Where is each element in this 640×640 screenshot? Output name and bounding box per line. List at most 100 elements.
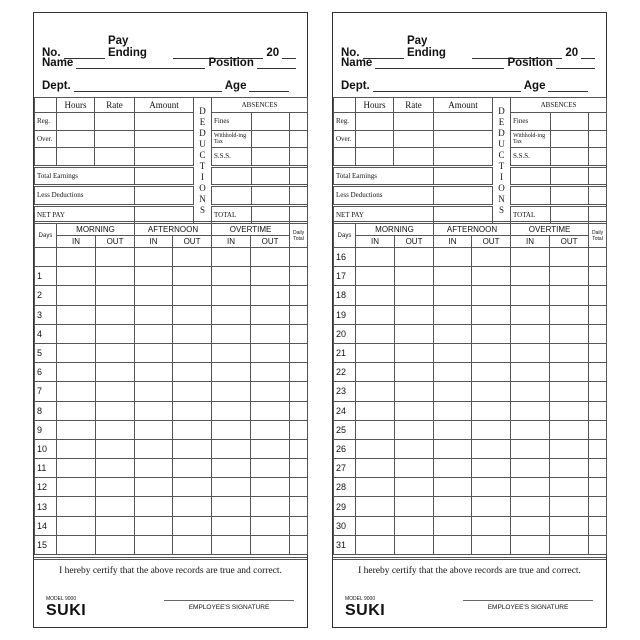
afternoon-in-cell[interactable]	[433, 515, 473, 536]
afternoon-out-cell[interactable]	[172, 477, 213, 498]
afternoon-out-cell[interactable]	[172, 304, 213, 325]
reg-hours[interactable]	[355, 112, 394, 131]
overtime-in-cell[interactable]	[211, 246, 252, 268]
afternoon-in-cell[interactable]	[433, 342, 473, 364]
fines-extra[interactable]	[288, 112, 309, 131]
overtime-in-cell[interactable]	[510, 304, 551, 325]
daily-total-cell[interactable]	[588, 342, 608, 364]
overtime-out-cell[interactable]	[250, 438, 291, 460]
deduction-cell[interactable]	[211, 164, 252, 186]
overtime-in-cell[interactable]	[211, 458, 252, 479]
overtime-in-cell[interactable]	[211, 496, 252, 517]
fines-extra[interactable]	[587, 112, 608, 131]
morning-in-cell[interactable]	[56, 342, 96, 364]
morning-out-cell[interactable]	[94, 458, 136, 479]
morning-out-cell[interactable]	[393, 477, 435, 498]
morning-in-cell[interactable]	[56, 362, 96, 383]
daily-total-cell[interactable]	[289, 400, 309, 421]
position-field[interactable]	[555, 58, 595, 69]
morning-in-cell[interactable]	[355, 246, 395, 268]
afternoon-out-cell[interactable]	[471, 534, 512, 556]
deduction-cell[interactable]	[510, 164, 551, 186]
afternoon-in-cell[interactable]	[134, 323, 174, 344]
afternoon-out-cell[interactable]	[172, 496, 213, 517]
sss-extra[interactable]	[288, 147, 309, 167]
overtime-in-cell[interactable]	[510, 266, 551, 287]
overtime-in-cell[interactable]	[510, 458, 551, 479]
afternoon-out-cell[interactable]	[172, 362, 213, 383]
reg-rate[interactable]	[393, 112, 434, 131]
over-hours[interactable]	[355, 129, 394, 148]
afternoon-out-cell[interactable]	[471, 342, 512, 364]
daily-total-cell[interactable]	[588, 362, 608, 383]
afternoon-in-cell[interactable]	[134, 342, 174, 364]
daily-total-cell[interactable]	[289, 515, 309, 536]
morning-in-cell[interactable]	[355, 285, 395, 306]
afternoon-out-cell[interactable]	[172, 515, 213, 536]
morning-in-cell[interactable]	[56, 515, 96, 536]
morning-in-cell[interactable]	[56, 458, 96, 479]
afternoon-out-cell[interactable]	[172, 534, 213, 556]
overtime-out-cell[interactable]	[549, 362, 590, 383]
afternoon-out-cell[interactable]	[172, 285, 213, 306]
morning-in-cell[interactable]	[56, 381, 96, 402]
daily-total-cell[interactable]	[289, 458, 309, 479]
morning-out-cell[interactable]	[94, 515, 136, 536]
amount-cell[interactable]	[433, 147, 493, 167]
no-field[interactable]	[362, 48, 404, 59]
overtime-in-cell[interactable]	[510, 246, 551, 268]
overtime-in-cell[interactable]	[510, 438, 551, 460]
rate-cell[interactable]	[393, 147, 434, 167]
afternoon-in-cell[interactable]	[433, 381, 473, 402]
morning-in-cell[interactable]	[355, 362, 395, 383]
daily-total-cell[interactable]	[289, 266, 309, 287]
afternoon-out-cell[interactable]	[172, 458, 213, 479]
morning-in-cell[interactable]	[355, 419, 395, 440]
year-field[interactable]	[581, 48, 595, 59]
afternoon-out-cell[interactable]	[172, 266, 213, 287]
daily-total-cell[interactable]	[588, 323, 608, 344]
no-field[interactable]	[63, 48, 105, 59]
afternoon-out-cell[interactable]	[471, 246, 512, 268]
signature-line[interactable]	[463, 600, 593, 601]
morning-out-cell[interactable]	[393, 246, 435, 268]
withholding-extra[interactable]	[288, 129, 309, 148]
morning-in-cell[interactable]	[56, 534, 96, 556]
signature-line[interactable]	[164, 600, 294, 601]
morning-out-cell[interactable]	[393, 285, 435, 306]
dept-field[interactable]	[73, 81, 222, 92]
afternoon-in-cell[interactable]	[433, 362, 473, 383]
fines-value[interactable]	[550, 112, 589, 131]
morning-in-cell[interactable]	[355, 342, 395, 364]
reg-amount[interactable]	[134, 112, 194, 131]
position-field[interactable]	[256, 58, 296, 69]
morning-out-cell[interactable]	[94, 323, 136, 344]
overtime-out-cell[interactable]	[250, 496, 291, 517]
daily-total-cell[interactable]	[588, 285, 608, 306]
daily-total-cell[interactable]	[588, 400, 608, 421]
morning-out-cell[interactable]	[393, 400, 435, 421]
afternoon-in-cell[interactable]	[433, 534, 473, 556]
morning-in-cell[interactable]	[355, 304, 395, 325]
overtime-out-cell[interactable]	[250, 400, 291, 421]
afternoon-out-cell[interactable]	[172, 246, 213, 268]
overtime-in-cell[interactable]	[510, 362, 551, 383]
overtime-out-cell[interactable]	[549, 304, 590, 325]
afternoon-in-cell[interactable]	[134, 419, 174, 440]
deduction-cell[interactable]	[510, 184, 551, 206]
daily-total-cell[interactable]	[588, 515, 608, 536]
daily-total-cell[interactable]	[588, 496, 608, 517]
afternoon-in-cell[interactable]	[433, 438, 473, 460]
morning-in-cell[interactable]	[56, 419, 96, 440]
afternoon-in-cell[interactable]	[134, 400, 174, 421]
afternoon-out-cell[interactable]	[172, 381, 213, 402]
reg-hours[interactable]	[56, 112, 95, 131]
morning-out-cell[interactable]	[393, 342, 435, 364]
overtime-out-cell[interactable]	[250, 323, 291, 344]
overtime-out-cell[interactable]	[250, 477, 291, 498]
daily-total-cell[interactable]	[289, 246, 309, 268]
overtime-out-cell[interactable]	[250, 304, 291, 325]
overtime-in-cell[interactable]	[510, 496, 551, 517]
overtime-out-cell[interactable]	[250, 266, 291, 287]
afternoon-in-cell[interactable]	[134, 266, 174, 287]
